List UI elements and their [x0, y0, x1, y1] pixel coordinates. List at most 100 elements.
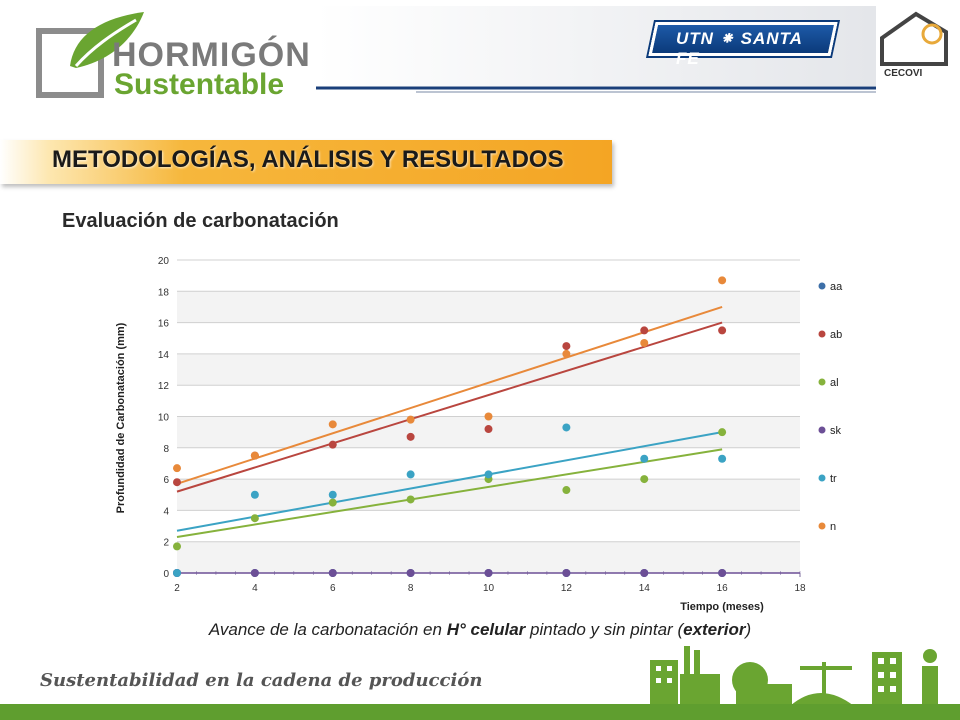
- section-title: METODOLOGÍAS, ANÁLISIS Y RESULTADOS: [52, 146, 564, 173]
- caption-part-4: exterior: [683, 620, 746, 639]
- x-tick-label: 18: [794, 583, 806, 594]
- point-al: [718, 428, 727, 437]
- plot-band: [177, 479, 800, 511]
- trend-line-tr: [176, 431, 723, 532]
- x-tick-label: 16: [717, 583, 729, 594]
- point-sk: [718, 569, 727, 577]
- y-tick-label: 6: [163, 475, 169, 486]
- point-tr: [640, 454, 649, 463]
- plot-band: [177, 260, 800, 292]
- point-n: [328, 420, 337, 429]
- y-tick-label: 0: [163, 569, 169, 580]
- caption-part-3: pintado y sin pintar (: [525, 620, 684, 639]
- point-ab: [328, 440, 337, 449]
- logo-text-hormigon: HORMIGÓN: [112, 36, 311, 74]
- point-sk: [250, 569, 259, 577]
- legend-label-tr: tr: [830, 473, 837, 485]
- point-tr: [406, 470, 415, 479]
- trend-line-ab: [176, 321, 723, 493]
- trend-line-n: [176, 305, 723, 485]
- city-silhouette-icon: [650, 646, 938, 708]
- plot-band: [177, 385, 800, 417]
- cecovi-label: CECOVI: [884, 68, 923, 79]
- y-tick-label: 8: [163, 444, 169, 455]
- point-n: [640, 338, 649, 347]
- y-tick-label: 16: [158, 319, 170, 330]
- point-n: [484, 412, 493, 421]
- legend-marker-n: [818, 522, 826, 530]
- point-tr: [484, 470, 493, 479]
- y-tick-label: 14: [158, 350, 170, 361]
- x-axis-label: Tiempo (meses): [680, 601, 764, 613]
- logo-text-sustentable: Sustentable: [114, 68, 285, 101]
- point-sk: [484, 569, 493, 577]
- point-n: [173, 464, 181, 473]
- point-sk: [406, 569, 415, 577]
- point-n: [250, 451, 259, 460]
- point-tr: [718, 454, 727, 463]
- point-al: [406, 495, 415, 504]
- caption-part-5: ): [745, 620, 752, 639]
- legend-marker-ab: [818, 330, 826, 338]
- legend-marker-tr: [818, 474, 826, 482]
- legend-marker-aa: [818, 282, 826, 290]
- plot-band: [177, 541, 800, 573]
- footer-tagline: Sustentabilidad en la cadena de producci…: [40, 670, 483, 691]
- y-tick-label: 18: [158, 287, 170, 298]
- y-tick-label: 20: [158, 256, 170, 267]
- plot-band: [177, 322, 800, 354]
- cecovi-logo-icon: [880, 11, 948, 66]
- point-ab: [562, 342, 571, 351]
- caption-part-1: Avance de la carbonatación en: [208, 620, 447, 639]
- x-tick-label: 12: [561, 583, 573, 594]
- chart-caption: Avance de la carbonatación en H° celular…: [0, 620, 960, 640]
- point-sk: [640, 569, 649, 577]
- plot-band: [177, 353, 800, 386]
- point-n: [562, 349, 571, 358]
- legend-label-ab: ab: [830, 329, 842, 341]
- point-n: [718, 276, 727, 285]
- legend-marker-al: [818, 378, 826, 386]
- x-tick-label: 4: [252, 583, 258, 594]
- plot-band: [177, 291, 800, 323]
- leaf-icon: [70, 12, 144, 68]
- y-tick-label: 2: [163, 538, 169, 549]
- legend-marker-sk: [818, 426, 826, 434]
- point-ab: [718, 326, 727, 335]
- x-tick-label: 6: [330, 583, 336, 594]
- point-al: [562, 486, 571, 495]
- data-points: [173, 276, 727, 577]
- point-n: [406, 415, 415, 424]
- point-ab: [406, 432, 415, 441]
- chart-subtitle: Evaluación de carbonatación: [62, 210, 339, 232]
- point-al: [173, 542, 181, 551]
- x-tick-label: 10: [483, 583, 495, 594]
- caption-part-2: H° celular: [446, 620, 526, 639]
- point-al: [328, 498, 337, 507]
- y-tick-label: 10: [158, 413, 170, 424]
- x-tick-label: 14: [639, 583, 651, 594]
- point-ab: [173, 478, 181, 487]
- plot-background: [177, 260, 800, 573]
- point-al: [250, 514, 259, 523]
- point-ab: [640, 326, 649, 335]
- point-ab: [484, 425, 493, 434]
- legend-label-n: n: [830, 521, 836, 533]
- legend-label-al: al: [830, 377, 839, 389]
- section-title-bar: [0, 140, 612, 184]
- point-sk: [562, 569, 571, 577]
- y-axis-label: Profundidad de Carbonatación (mm): [115, 322, 127, 513]
- legend-label-sk: sk: [830, 425, 842, 437]
- plot-band: [177, 510, 800, 542]
- y-tick-label: 12: [158, 381, 170, 392]
- x-tick-label: 2: [174, 583, 180, 594]
- trend-lines: [176, 305, 723, 538]
- legend-label-aa: aa: [830, 281, 843, 293]
- point-tr: [173, 569, 181, 577]
- point-sk: [328, 569, 337, 577]
- point-tr: [250, 490, 259, 499]
- utn-label: UTN ⁕ SANTA FE: [676, 29, 803, 68]
